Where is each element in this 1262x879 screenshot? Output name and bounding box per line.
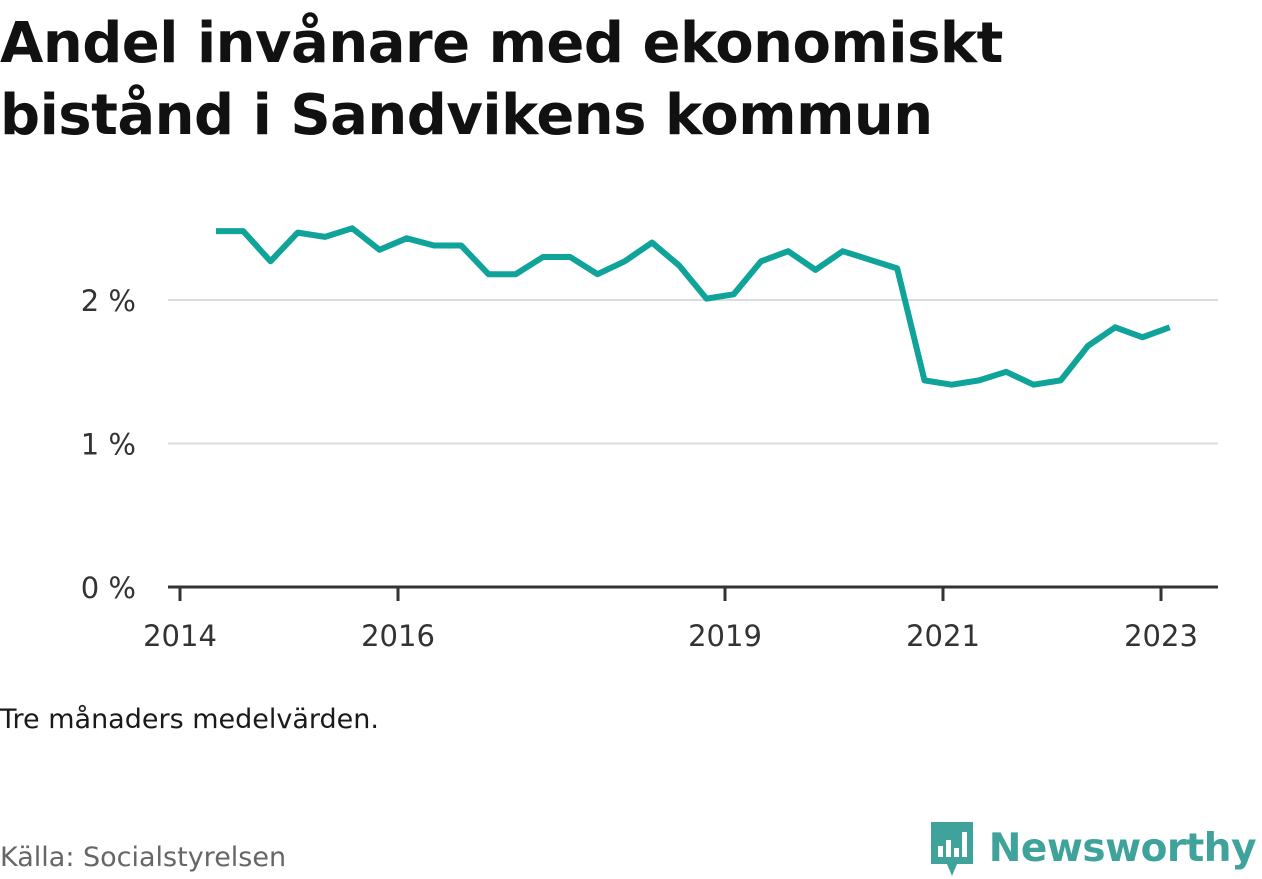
series-points (213, 225, 1173, 387)
chart-note: Tre månaders medelvärden. (0, 704, 379, 735)
x-axis-ticks: 2014 2016 2019 2021 2023 (143, 587, 1198, 653)
source-text: Källa: Socialstyrelsen (0, 842, 287, 873)
x-tick-label: 2014 (143, 619, 217, 653)
x-tick-label: 2021 (906, 619, 980, 653)
y-tick-label: 0 % (81, 571, 136, 605)
newsworthy-logo-icon (930, 822, 973, 876)
chart-title: Andel invånare med ekonomiskt bistånd i … (0, 11, 1003, 148)
y-tick-label: 2 % (81, 284, 136, 318)
x-tick-label: 2023 (1124, 619, 1198, 653)
brand-name: Newsworthy (988, 825, 1257, 871)
x-tick-label: 2016 (361, 619, 435, 653)
y-tick-label: 1 % (81, 428, 136, 462)
series-line (216, 225, 1171, 388)
grid-lines (168, 299, 1218, 445)
brand-logo[interactable]: Newsworthy (927, 818, 1257, 878)
y-axis-ticks: 0 % 1 % 2 % (81, 284, 136, 605)
x-tick-label: 2019 (688, 619, 762, 653)
